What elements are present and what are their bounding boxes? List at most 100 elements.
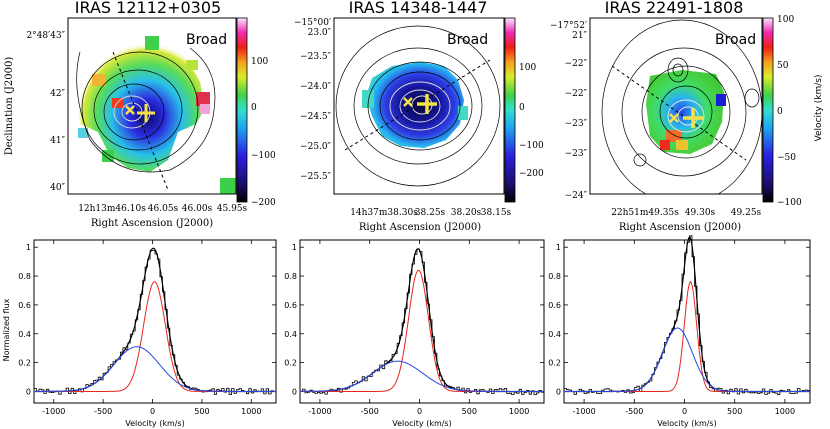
velocity-image-3 (601, 19, 762, 194)
y-tick-label: 0.8 (18, 272, 31, 281)
map3-ytick-5: −23″ (565, 149, 588, 159)
spectrum-frame (563, 239, 811, 404)
cbar2-tick-0: 100 (519, 63, 536, 73)
cbar1-tick-1: 0 (251, 103, 257, 113)
spectrum-frame (299, 239, 545, 404)
map2-ytick-5: −25.0″ (300, 142, 332, 152)
map1-ytick-1: 42″ (50, 89, 65, 99)
y-tick-label: 0.2 (18, 359, 31, 368)
cbar3-tick-3: −50 (777, 153, 796, 163)
x-tick-label: 1000 (241, 407, 261, 416)
x-tick-label: 0 (682, 407, 687, 416)
map2-ytick-1: 23.0″ (308, 28, 332, 38)
observed-spectrum (34, 249, 276, 395)
x-tick-label: -1000 (572, 407, 595, 416)
y-tick-label: 0.2 (284, 359, 297, 368)
observed-spectrum (564, 235, 810, 395)
y-tick-label: 0.4 (284, 330, 297, 339)
spectrum-panel-3: -1000 -500 0 500 1000 0 0.2 0.4 0.6 0.8 1 Velocity … (548, 235, 811, 428)
y-tick-label: 0.8 (548, 272, 561, 281)
y-tick-label: 0.4 (18, 330, 31, 339)
map1-ytick-0: 2°48′43″ (26, 31, 65, 41)
map1-xlabel: Right Ascension (J2000) (91, 218, 213, 229)
map3-xtick-1: 49.30s (685, 208, 716, 218)
map2-xtick-0: 14h37m38.30s (350, 208, 418, 218)
cbar2-tick-3: −200 (519, 169, 544, 179)
x-tick-label: 0 (150, 407, 155, 416)
map3-ytick-2: −22″ (565, 59, 588, 69)
cbar1-tick-2: −100 (251, 151, 276, 161)
map-panel-1: IRAS 12112+0305 (4, 0, 276, 229)
broad-component-line (564, 327, 810, 392)
x-tick-label: -1000 (42, 407, 65, 416)
y-tick-label: 0.6 (284, 301, 297, 310)
y-tick-label: 0.2 (548, 359, 561, 368)
map2-ytick-2: −23.5″ (300, 52, 332, 62)
y-tick-label: 0.6 (18, 301, 31, 310)
map2-xtick-2: 38.20s (451, 208, 482, 218)
y-tick-label: 0 (292, 387, 297, 396)
map1-xtick-1: 46.05s (148, 204, 179, 214)
cbar3-tick-0: 100 (777, 15, 794, 25)
map3-ytick-0: −17°52′ (550, 21, 587, 31)
map3-xlabel: Right Ascension (J2000) (619, 222, 741, 233)
map2-ytick-4: −24.5″ (300, 112, 332, 122)
cbar1-tick-3: −200 (251, 198, 276, 208)
y-tick-label: 0 (556, 387, 561, 396)
cbar3-tick-2: 0 (777, 107, 783, 117)
map1-ytick-3: 40″ (50, 183, 65, 193)
cbar2-tick-1: 0 (519, 103, 525, 113)
y-tick-label: 0.8 (284, 272, 297, 281)
map1-xtick-2: 46.00s (182, 204, 213, 214)
spectrum-xlabel: Velocity (km/s) (657, 419, 716, 428)
map3-xtick-2: 49.25s (731, 208, 762, 218)
map1-xtick-3: 45.95s (217, 204, 248, 214)
x-tick-label: 0 (417, 407, 422, 416)
map3-xtick-0: 22h51m49.35s (611, 208, 679, 218)
spectrum-xlabel: Velocity (km/s) (392, 419, 451, 428)
map-label-3: Broad (715, 32, 756, 48)
map-label-2: Broad (447, 32, 488, 48)
cbar3-tick-1: 50 (777, 61, 789, 71)
map3-ytick-1: 21″ (572, 31, 587, 41)
map-title-3: IRAS 22491-1808 (605, 0, 744, 17)
map3-ytick-4: −23″ (565, 119, 588, 129)
colorbar-1 (236, 17, 248, 203)
x-tick-label: -500 (361, 407, 379, 416)
observed-spectrum (300, 248, 544, 395)
velocity-image-2 (335, 25, 501, 187)
cbar2-tick-2: −100 (519, 141, 544, 151)
colorbar-2 (504, 17, 516, 203)
broad-component-line (34, 346, 276, 392)
x-tick-label: 1000 (509, 407, 529, 416)
map-title-1: IRAS 12112+0305 (75, 0, 221, 17)
map1-xtick-0: 12h13m46.10s (78, 204, 146, 214)
map3-ytick-3: −22″ (565, 89, 588, 99)
map2-xtick-3: 38.15s (481, 208, 512, 218)
map2-ytick-0: −15°00′ (294, 18, 331, 28)
cbar3-tick-4: −100 (777, 198, 802, 208)
x-tick-label: 500 (462, 407, 477, 416)
map-panel-2: IRAS 14348-1447 Broad 100 0 −10 (294, 0, 544, 233)
map-label-1: Broad (186, 32, 227, 48)
map2-ytick-3: −24.0″ (300, 82, 332, 92)
map1-ylabel: Declination (J2000) (4, 57, 15, 156)
spectrum-frame (33, 239, 277, 404)
map-title-2: IRAS 14348-1447 (349, 0, 488, 17)
map1-ytick-2: 41″ (50, 136, 65, 146)
cbar1-tick-0: 100 (251, 57, 268, 67)
velocity-image-1 (76, 36, 236, 194)
y-tick-label: 1 (556, 243, 561, 252)
y-tick-label: 1 (26, 243, 31, 252)
x-tick-label: -500 (625, 407, 643, 416)
x-tick-label: -500 (94, 407, 112, 416)
x-tick-label: -1000 (308, 407, 331, 416)
map-panel-3: IRAS 22491-1808 (550, 0, 824, 233)
x-tick-label: 500 (727, 407, 742, 416)
y-tick-label: 0.4 (548, 330, 561, 339)
x-tick-label: 500 (194, 407, 209, 416)
map2-ytick-6: −25.5″ (300, 172, 332, 182)
y-tick-label: 0.6 (548, 301, 561, 310)
y-tick-label: 0 (26, 387, 31, 396)
